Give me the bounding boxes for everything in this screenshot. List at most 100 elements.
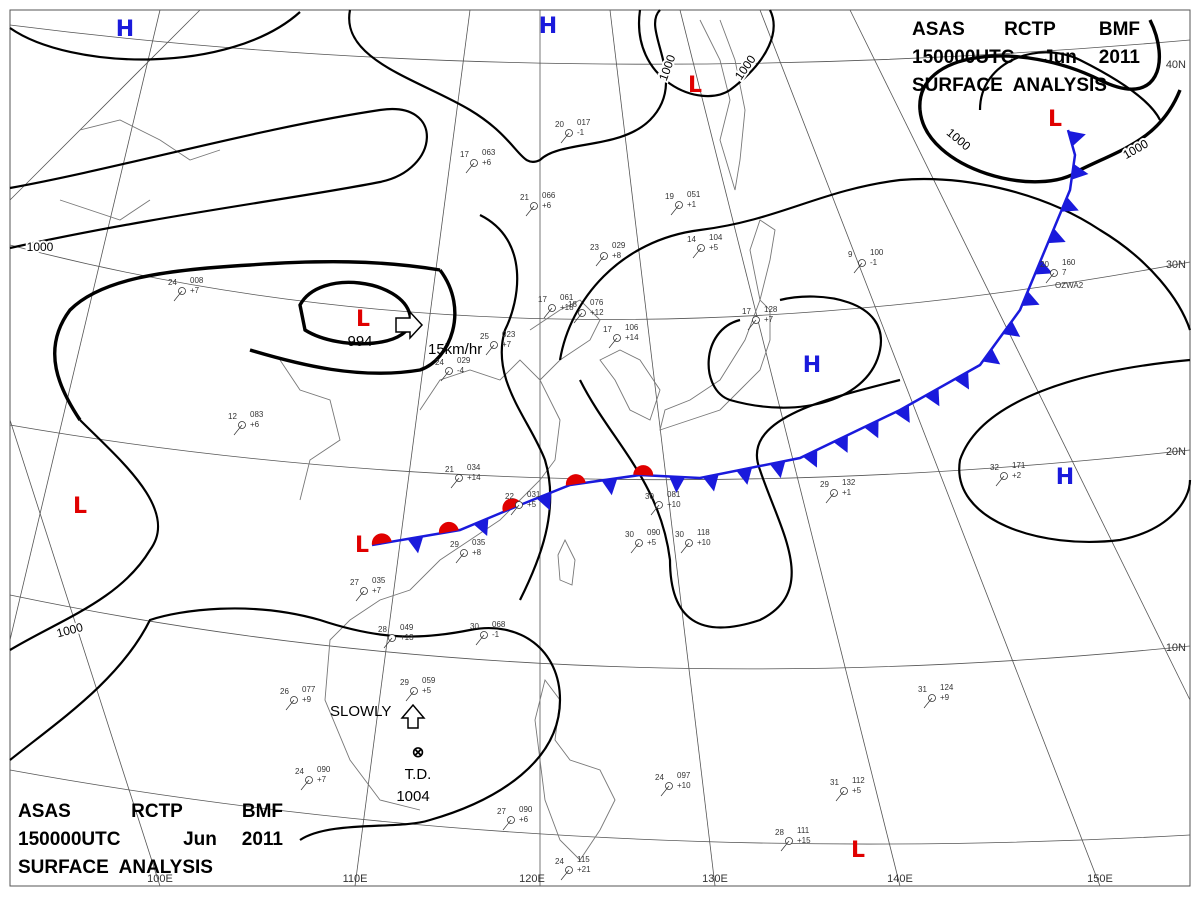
station-plot: 29 059+5 (400, 676, 436, 702)
station-temp: 28 (775, 828, 784, 837)
station-plot: 24 097+10 (655, 771, 691, 797)
pressure-center: L (1048, 107, 1062, 132)
isobars (9, 9, 1192, 841)
cold-front-symbol (736, 467, 753, 485)
station-temp: 27 (350, 578, 359, 587)
ship-id: OZWA2 (1055, 281, 1084, 290)
station-plot: 21 066+6 (520, 191, 556, 217)
station-change: +21 (577, 865, 591, 874)
station-temp: 20 (1040, 260, 1049, 269)
station-temp: 20 (555, 120, 564, 129)
longitude-line (354, 9, 471, 887)
wind-barb (747, 319, 757, 331)
station-plot: 30 068-1 (470, 620, 506, 646)
station-temp: 30 (625, 530, 634, 539)
station-pressure: 118 (697, 528, 710, 537)
wind-barb (630, 542, 640, 554)
station-plot: 24 115+21 (555, 855, 591, 881)
station-change: -1 (492, 630, 500, 639)
station-plot: 22 031+5 (505, 490, 541, 516)
station-temp: 17 (538, 295, 547, 304)
isobar (707, 295, 883, 409)
station-temp: 21 (520, 193, 529, 202)
header-text: 2011 (1099, 47, 1141, 68)
header-text: RCTP (131, 801, 183, 822)
station-change: -1 (870, 258, 878, 267)
station-temp: 26 (280, 687, 289, 696)
station-temp: 21 (445, 465, 454, 474)
station-change: +5 (527, 500, 537, 509)
isobar (9, 11, 301, 61)
station-plot: 12 083+6 (228, 410, 264, 436)
station-pressure: 031 (527, 490, 541, 499)
station-plot: 17 061+18 (538, 293, 574, 319)
station-plot: 24 029-4 (435, 356, 471, 382)
wind-barb (560, 869, 570, 881)
station-change: +13 (400, 633, 414, 642)
cold-front-symbol (1047, 228, 1066, 244)
wind-barb (465, 162, 475, 174)
latitude-line (9, 24, 1191, 65)
longitude-line (9, 9, 161, 641)
longitude-label: 100E (147, 873, 173, 885)
station-pressure: 008 (190, 276, 204, 285)
station-pressure: 112 (852, 776, 865, 785)
station-temp: 19 (665, 192, 674, 201)
station-pressure: 035 (472, 538, 486, 547)
station-temp: 25 (480, 332, 489, 341)
longitude-line (9, 419, 161, 887)
station-pressure: 132 (842, 478, 856, 487)
station-pressure: 100 (870, 248, 884, 257)
korea (599, 349, 661, 421)
pressure-center: L (688, 73, 702, 98)
station-change: +2 (1012, 471, 1022, 480)
cold-front-symbol (1021, 291, 1040, 306)
wind-barb (835, 790, 845, 802)
wind-barb (650, 504, 660, 516)
cold-front-symbol (864, 420, 879, 439)
station-temp: 18 (568, 300, 577, 309)
station-pressure: 035 (372, 576, 386, 585)
longitude-line (679, 9, 901, 887)
isobar (918, 19, 1162, 111)
header-text: Jun (1043, 47, 1077, 68)
motion-arrow (400, 703, 426, 729)
isobar (558, 177, 1192, 361)
longitude-line (609, 9, 716, 887)
station-plot: 27 090+6 (497, 805, 533, 831)
hokkaido (749, 219, 776, 301)
map-frame (9, 9, 1191, 887)
td-pressure: 1004 (396, 788, 429, 805)
header-text: ASAS (912, 19, 965, 40)
station-plot: 17 128+7 (742, 305, 778, 331)
river (279, 359, 341, 501)
header-text: BMF (242, 801, 283, 822)
isobar (958, 358, 1192, 543)
isobar (479, 214, 552, 601)
station-plot: 19 051+1 (665, 190, 701, 216)
longitude-label: 140E (887, 873, 913, 885)
header-text: RCTP (1004, 19, 1056, 40)
station-pressure: 077 (302, 685, 316, 694)
station-change: +1 (687, 200, 697, 209)
header-text: 150000UTC (18, 829, 121, 850)
warm-front-symbol (565, 474, 586, 486)
station-temp: 27 (497, 807, 506, 816)
cold-front-symbol (601, 478, 618, 496)
isobar (9, 607, 562, 841)
latitude-line (9, 244, 1191, 320)
station-plot: 29 035+8 (450, 538, 486, 564)
motion-arrows (395, 310, 426, 729)
cold-front-symbol (1034, 259, 1053, 275)
longitude-line (9, 9, 201, 201)
longitude-label: 120E (519, 873, 545, 885)
station-change: +10 (667, 500, 681, 509)
station-temp: 22 (505, 492, 514, 501)
station-temp: 14 (687, 235, 696, 244)
station-pressure: 029 (612, 241, 626, 250)
isobar (579, 378, 901, 629)
station-change: +7 (190, 286, 200, 295)
lake-coast (59, 119, 221, 221)
